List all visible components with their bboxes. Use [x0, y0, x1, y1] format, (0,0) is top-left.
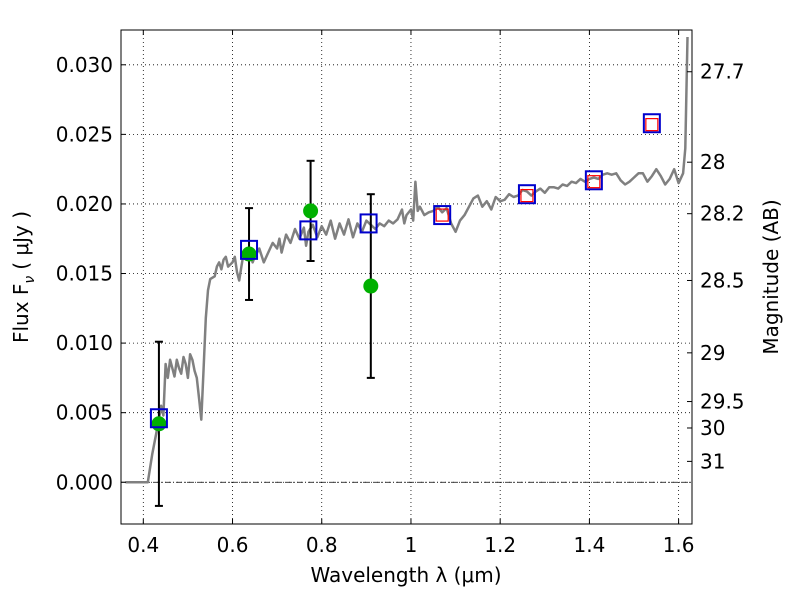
grid-lines	[121, 30, 692, 524]
y2-tick-label: 29	[700, 341, 725, 365]
y-tick-label: 0.025	[56, 122, 113, 146]
y2-tick-label: 28	[700, 150, 725, 174]
x-tick-label: 0.4	[127, 533, 159, 557]
red-model-square	[645, 118, 659, 132]
error-bars	[154, 159, 375, 507]
y2-tick-labels: 27.7 28 28.2 28.5 29 29.530 31	[700, 60, 745, 474]
blue-model-square	[517, 184, 536, 205]
green-photometry-point	[151, 416, 167, 432]
x-tick-label: 1	[405, 533, 418, 557]
y-axis-label-sub: ν	[22, 276, 38, 284]
y2-tick-label: 27.7	[700, 60, 745, 84]
blue-model-square	[433, 205, 452, 226]
spectrum-curve	[125, 36, 689, 484]
x-tick-labels: 0.4 0.6 0.8 1 1.2 1.4 1.6	[127, 533, 694, 557]
y-axis-label-unit: ( μJy )	[9, 211, 33, 270]
y2-tick-label: 28.2	[700, 202, 745, 226]
y2-tick-label: 29.5	[700, 390, 745, 414]
x-tick-label: 0.6	[217, 533, 249, 557]
blue-model-square	[299, 220, 318, 241]
blue-model-square	[149, 408, 168, 429]
y2-axis-label: Magnitude (AB)	[759, 199, 783, 354]
green-photometry-point	[241, 246, 257, 262]
x-tick-label: 0.8	[306, 533, 338, 557]
y-tick-label: 0.020	[56, 192, 113, 216]
blue-model-square	[642, 113, 661, 134]
y-tick-label: 0.015	[56, 262, 113, 286]
y-tick-labels: 0.000 0.005 0.010 0.015 0.020 0.025 0.030	[56, 53, 113, 494]
y2-tick-label: 30	[700, 416, 725, 440]
axis-ticks	[121, 30, 692, 524]
plot-frame	[120, 29, 693, 525]
x-tick-label: 1.4	[573, 533, 605, 557]
red-model-square	[587, 175, 601, 189]
y-axis-label: Flux Fν ( μJy )	[9, 211, 38, 343]
y-tick-label: 0.000	[56, 470, 113, 494]
red-model-square	[435, 208, 449, 222]
x-tick-label: 1.2	[484, 533, 516, 557]
x-axis-label: Wavelength λ (μm)	[310, 563, 501, 587]
blue-model-square	[584, 170, 603, 191]
data-points	[149, 113, 661, 432]
y-tick-label: 0.010	[56, 331, 113, 355]
green-photometry-point	[363, 278, 379, 294]
y2-tick-label: 28.5	[700, 268, 745, 292]
green-photometry-point	[303, 203, 319, 219]
y-tick-label: 0.005	[56, 401, 113, 425]
y-tick-label: 0.030	[56, 53, 113, 77]
red-model-square	[520, 188, 534, 203]
blue-model-square	[359, 213, 378, 234]
y2-tick-label: 31	[700, 449, 725, 473]
y-axis-label-text: Flux F	[9, 284, 33, 343]
x-tick-label: 1.6	[663, 533, 695, 557]
blue-model-square	[240, 239, 259, 260]
spectrum-curve-layer	[125, 36, 689, 484]
